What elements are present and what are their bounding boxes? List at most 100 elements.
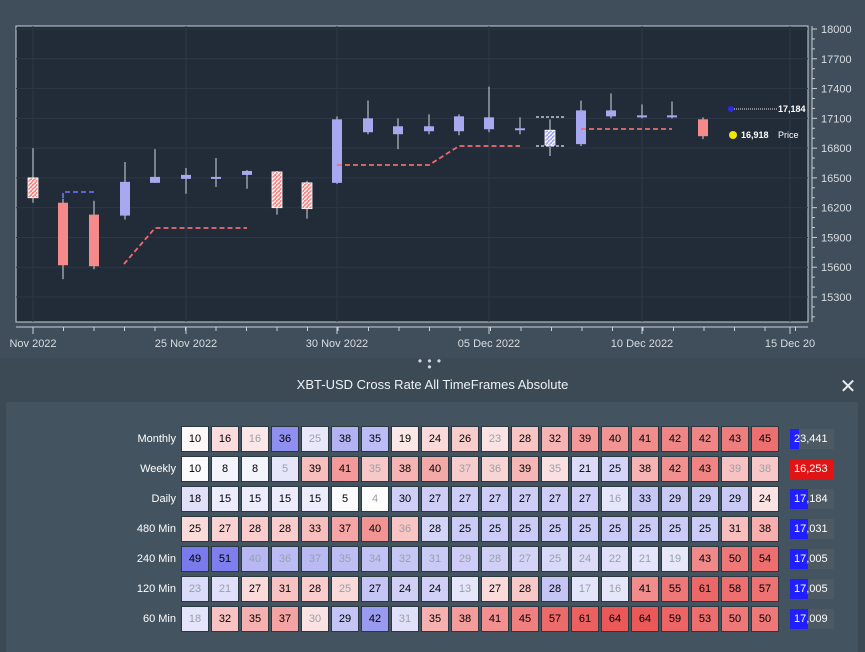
heatmap-cell[interactable]: 15 (241, 486, 269, 512)
heatmap-cell[interactable]: 61 (571, 606, 599, 632)
heatmap-cell[interactable]: 27 (481, 486, 509, 512)
heatmap-cell[interactable]: 41 (631, 426, 659, 452)
heatmap-cell[interactable]: 25 (331, 576, 359, 602)
heatmap-cell[interactable]: 23 (481, 426, 509, 452)
heatmap-cell[interactable]: 13 (451, 576, 479, 602)
candle-body[interactable] (576, 110, 586, 145)
heatmap-cell[interactable]: 28 (421, 516, 449, 542)
heatmap-cell[interactable]: 21 (571, 456, 599, 482)
heatmap-cell[interactable]: 25 (541, 546, 569, 572)
heatmap-cell[interactable]: 42 (361, 606, 389, 632)
heatmap-cell[interactable]: 27 (241, 576, 269, 602)
candle-body[interactable] (667, 115, 677, 118)
heatmap-cell[interactable]: 24 (571, 546, 599, 572)
heatmap-cell[interactable]: 8 (241, 456, 269, 482)
heatmap-cell[interactable]: 57 (751, 576, 779, 602)
heatmap-cell[interactable]: 33 (631, 486, 659, 512)
heatmap-cell[interactable]: 25 (541, 516, 569, 542)
heatmap-cell[interactable]: 5 (331, 486, 359, 512)
heatmap-cell[interactable]: 53 (691, 606, 719, 632)
heatmap-cell[interactable]: 35 (361, 426, 389, 452)
heatmap-cell[interactable]: 15 (211, 486, 239, 512)
heatmap-cell[interactable]: 43 (721, 426, 749, 452)
heatmap-cell[interactable]: 31 (271, 576, 299, 602)
heatmap-cell[interactable]: 37 (451, 456, 479, 482)
heatmap-cell[interactable]: 50 (721, 546, 749, 572)
candle-body[interactable] (27, 177, 39, 199)
heatmap-cell[interactable]: 42 (661, 456, 689, 482)
heatmap-cell[interactable]: 38 (631, 456, 659, 482)
heatmap-cell[interactable]: 39 (721, 456, 749, 482)
heatmap-cell[interactable]: 64 (631, 606, 659, 632)
heatmap-cell[interactable]: 39 (571, 426, 599, 452)
candle-body[interactable] (242, 170, 252, 175)
heatmap-cell[interactable]: 45 (751, 426, 779, 452)
heatmap-cell[interactable]: 35 (331, 546, 359, 572)
heatmap-cell[interactable]: 27 (421, 486, 449, 512)
heatmap-cell[interactable]: 30 (301, 606, 329, 632)
heatmap-cell[interactable]: 41 (331, 456, 359, 482)
heatmap-cell[interactable]: 49 (181, 546, 209, 572)
heatmap-cell[interactable]: 29 (721, 486, 749, 512)
heatmap-cell[interactable]: 35 (361, 456, 389, 482)
heatmap-cell[interactable]: 18 (181, 606, 209, 632)
heatmap-cell[interactable]: 21 (211, 576, 239, 602)
heatmap-cell[interactable]: 27 (481, 576, 509, 602)
heatmap-cell[interactable]: 29 (691, 486, 719, 512)
candlestick-chart-svg[interactable]: 18000 17700 17400 17100 16800 16500 16200 15900… (0, 0, 865, 358)
candle-body[interactable] (637, 115, 647, 118)
heatmap-cell[interactable]: 30 (391, 486, 419, 512)
candle-body[interactable] (606, 110, 616, 117)
heatmap-cell[interactable]: 28 (271, 516, 299, 542)
heatmap-cell[interactable]: 38 (751, 456, 779, 482)
heatmap-cell[interactable]: 34 (361, 546, 389, 572)
heatmap-cell[interactable]: 25 (451, 516, 479, 542)
heatmap-cell[interactable]: 25 (481, 516, 509, 542)
candle-body[interactable] (698, 119, 708, 137)
heatmap-cell[interactable]: 31 (391, 606, 419, 632)
heatmap-cell[interactable]: 57 (541, 606, 569, 632)
candle-body[interactable] (515, 128, 525, 131)
candle-body[interactable] (484, 117, 494, 130)
heatmap-cell[interactable]: 37 (301, 546, 329, 572)
candle-body[interactable] (271, 171, 283, 209)
heatmap-cell[interactable]: 25 (691, 516, 719, 542)
price-chart[interactable]: 18000 17700 17400 17100 16800 16500 16200 15900… (0, 0, 865, 358)
heatmap-cell[interactable]: 29 (451, 546, 479, 572)
heatmap-cell[interactable]: 32 (211, 606, 239, 632)
heatmap-cell[interactable]: 15 (271, 486, 299, 512)
candle-body[interactable] (363, 118, 373, 133)
heatmap-cell[interactable]: 25 (301, 426, 329, 452)
heatmap-cell[interactable]: 43 (691, 456, 719, 482)
heatmap-cell[interactable]: 35 (421, 606, 449, 632)
heatmap-cell[interactable]: 51 (211, 546, 239, 572)
heatmap-cell[interactable]: 23 (181, 576, 209, 602)
heatmap-cell[interactable]: 37 (331, 516, 359, 542)
heatmap-cell[interactable]: 25 (571, 516, 599, 542)
heatmap-cell[interactable]: 43 (691, 546, 719, 572)
heatmap-cell[interactable]: 42 (661, 426, 689, 452)
heatmap-cell[interactable]: 19 (661, 546, 689, 572)
heatmap-cell[interactable]: 59 (661, 606, 689, 632)
candle-body[interactable] (424, 126, 434, 132)
heatmap-cell[interactable]: 25 (601, 516, 629, 542)
heatmap-cell[interactable]: 33 (301, 516, 329, 542)
heatmap-cell[interactable]: 32 (541, 426, 569, 452)
heatmap-cell[interactable]: 4 (361, 486, 389, 512)
splitter-grip-icon[interactable]: • • • • (417, 354, 443, 374)
heatmap-cell[interactable]: 16 (601, 486, 629, 512)
heatmap-cell[interactable]: 28 (511, 576, 539, 602)
heatmap-cell[interactable]: 42 (691, 426, 719, 452)
heatmap-cell[interactable]: 61 (691, 576, 719, 602)
heatmap-cell[interactable]: 25 (601, 456, 629, 482)
candle-body[interactable] (58, 202, 68, 266)
heatmap-cell[interactable]: 18 (181, 486, 209, 512)
heatmap-cell[interactable]: 25 (181, 516, 209, 542)
heatmap-cell[interactable]: 36 (481, 456, 509, 482)
heatmap-cell[interactable]: 38 (751, 516, 779, 542)
heatmap-cell[interactable]: 27 (541, 486, 569, 512)
heatmap-cell[interactable]: 41 (631, 576, 659, 602)
heatmap-cell[interactable]: 32 (391, 546, 419, 572)
heatmap-cell[interactable]: 16 (601, 576, 629, 602)
candle-body[interactable] (332, 119, 342, 183)
